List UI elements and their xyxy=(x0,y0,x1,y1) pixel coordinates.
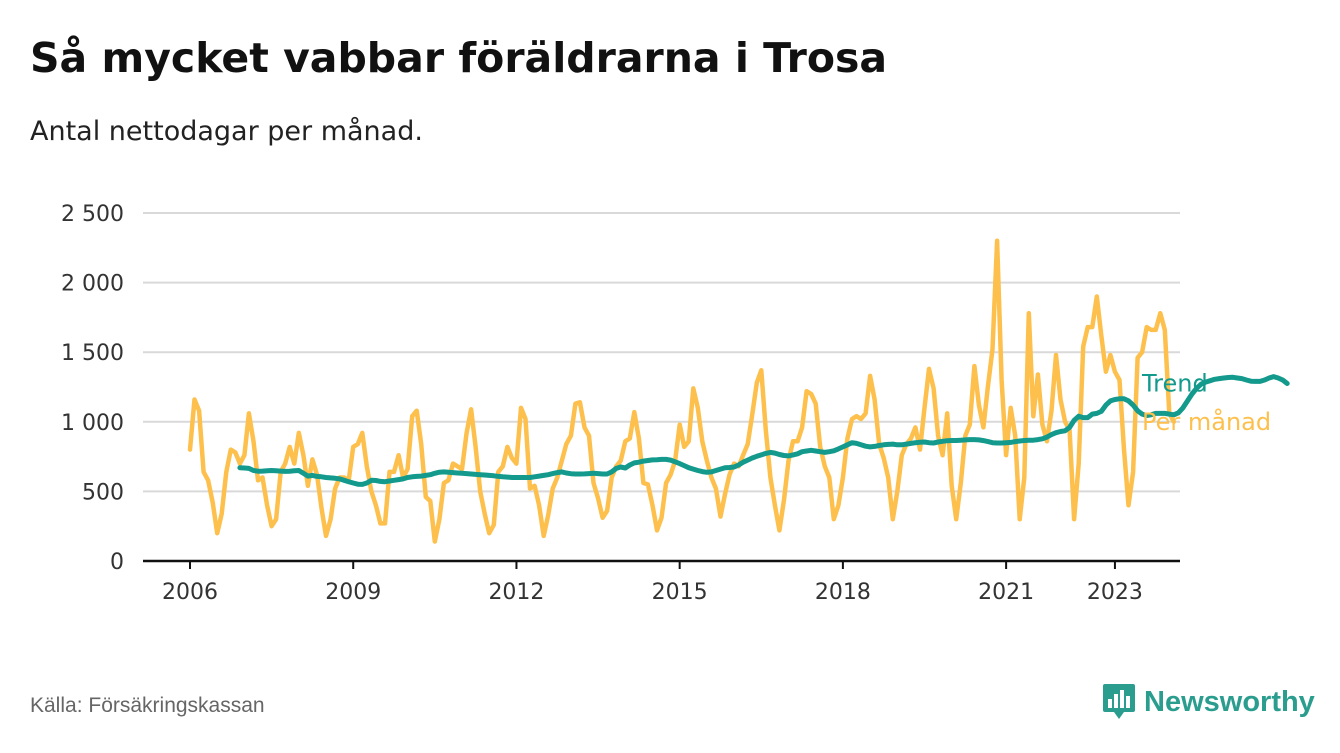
series-lines xyxy=(187,238,1290,544)
series-label-per-manad: Per månad xyxy=(1142,407,1271,436)
y-tick-label: 1 000 xyxy=(61,411,124,436)
y-axis-ticks: 0 500 1 000 1 500 2 000 2 500 xyxy=(61,202,124,575)
series-label-trend: Trend xyxy=(1141,370,1208,398)
x-tick-label: 2021 xyxy=(978,580,1034,605)
brand-name: Newsworthy xyxy=(1144,685,1315,718)
chart-subtitle: Antal nettodagar per månad. xyxy=(30,116,423,147)
y-tick-label: 500 xyxy=(82,480,124,505)
x-axis-ticks: 2006 2009 2012 2015 2018 2021 2023 xyxy=(162,561,1143,605)
series-labels: Per månad Trend xyxy=(1141,370,1271,436)
source-note: Källa: Försäkringskassan xyxy=(30,694,265,717)
x-tick-label: 2023 xyxy=(1087,580,1143,605)
series-line-trend xyxy=(237,374,1290,487)
bar-chart-badge-icon xyxy=(1103,684,1135,719)
x-tick-label: 2018 xyxy=(815,580,871,605)
x-tick-label: 2006 xyxy=(162,580,218,605)
brand-logo: Newsworthy xyxy=(1102,682,1315,722)
x-tick-label: 2012 xyxy=(488,580,544,605)
y-tick-label: 0 xyxy=(110,550,124,575)
y-tick-label: 2 000 xyxy=(61,272,124,297)
x-tick-label: 2015 xyxy=(652,580,708,605)
y-tick-label: 1 500 xyxy=(61,341,124,366)
y-tick-label: 2 500 xyxy=(61,202,124,227)
x-tick-label: 2009 xyxy=(325,580,381,605)
series-line-per-manad xyxy=(187,238,1177,544)
grid-lines xyxy=(143,212,1180,563)
chart-title: Så mycket vabbar föräldrarna i Trosa xyxy=(30,34,888,82)
